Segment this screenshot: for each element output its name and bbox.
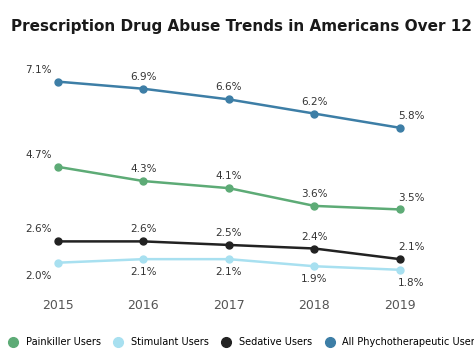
- Text: 4.3%: 4.3%: [130, 164, 157, 174]
- Text: 2.1%: 2.1%: [130, 267, 157, 277]
- Text: 3.6%: 3.6%: [301, 189, 328, 199]
- Text: 3.5%: 3.5%: [398, 192, 424, 202]
- Sedative Users: [226, 243, 232, 247]
- All Phychotherapeutic Users: [311, 111, 317, 116]
- Title: Prescription Drug Abuse Trends in Americans Over 12: Prescription Drug Abuse Trends in Americ…: [11, 20, 472, 34]
- All Phychotherapeutic Users: [397, 126, 403, 130]
- Sedative Users: [55, 239, 61, 244]
- All Phychotherapeutic Users: [226, 97, 232, 102]
- All Phychotherapeutic Users: [141, 87, 146, 91]
- Legend: Painkiller Users, Stimulant Users, Sedative Users, All Phychotherapeutic Users: Painkiller Users, Stimulant Users, Sedat…: [0, 333, 474, 351]
- Text: 2.6%: 2.6%: [130, 224, 157, 234]
- Text: 2.5%: 2.5%: [216, 228, 242, 238]
- Line: Sedative Users: Sedative Users: [55, 238, 403, 263]
- Text: 4.7%: 4.7%: [25, 150, 52, 160]
- Text: 2.4%: 2.4%: [301, 231, 328, 241]
- Stimulant Users: [55, 261, 61, 265]
- Stimulant Users: [141, 257, 146, 261]
- Line: Painkiller Users: Painkiller Users: [55, 163, 403, 213]
- Sedative Users: [311, 246, 317, 251]
- Stimulant Users: [311, 264, 317, 268]
- Text: 4.1%: 4.1%: [216, 171, 242, 181]
- Sedative Users: [141, 239, 146, 244]
- Painkiller Users: [55, 165, 61, 169]
- Painkiller Users: [311, 204, 317, 208]
- Line: All Phychotherapeutic Users: All Phychotherapeutic Users: [55, 78, 403, 131]
- Text: 5.8%: 5.8%: [398, 111, 424, 121]
- Text: 6.2%: 6.2%: [301, 97, 328, 106]
- Text: 1.8%: 1.8%: [398, 278, 424, 288]
- Text: 6.9%: 6.9%: [130, 72, 157, 82]
- Text: 2.1%: 2.1%: [216, 267, 242, 277]
- Painkiller Users: [141, 179, 146, 183]
- Stimulant Users: [226, 257, 232, 261]
- Painkiller Users: [226, 186, 232, 190]
- All Phychotherapeutic Users: [55, 80, 61, 84]
- Stimulant Users: [397, 268, 403, 272]
- Line: Stimulant Users: Stimulant Users: [55, 256, 403, 273]
- Text: 2.1%: 2.1%: [398, 242, 424, 252]
- Text: 7.1%: 7.1%: [25, 65, 52, 75]
- Text: 2.6%: 2.6%: [25, 224, 52, 234]
- Painkiller Users: [397, 207, 403, 212]
- Sedative Users: [397, 257, 403, 261]
- Text: 6.6%: 6.6%: [216, 82, 242, 92]
- Text: 2.0%: 2.0%: [25, 271, 52, 281]
- Text: 1.9%: 1.9%: [301, 274, 328, 284]
